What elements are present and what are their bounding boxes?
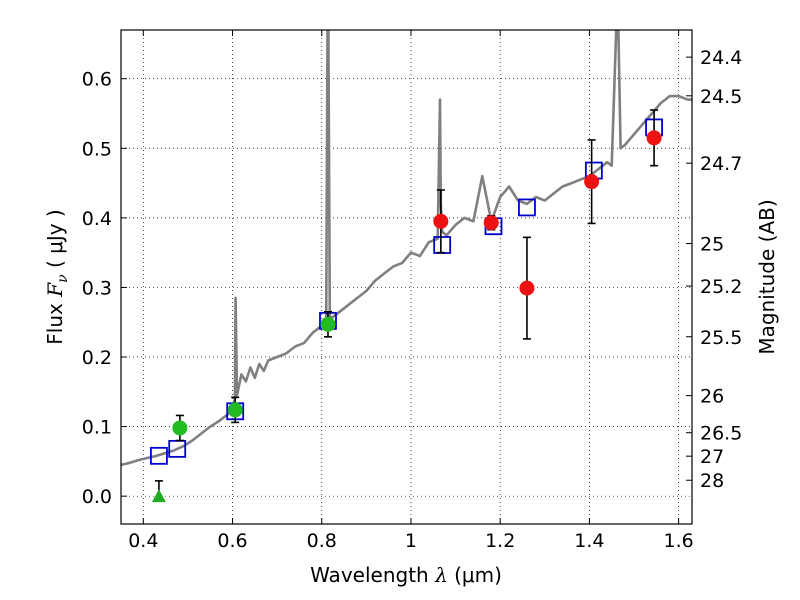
mag-tick-label: 28 bbox=[700, 470, 724, 492]
x-tick-label: 1.6 bbox=[664, 530, 694, 552]
mag-tick-label: 24.5 bbox=[700, 86, 742, 108]
y-tick-label: 0.3 bbox=[82, 277, 112, 299]
observed-red-point bbox=[483, 215, 499, 231]
mag-tick-label: 26.5 bbox=[700, 423, 742, 445]
observed-red-point bbox=[519, 280, 535, 296]
x-tick-label: 0.8 bbox=[307, 530, 337, 552]
observed-green-point bbox=[172, 420, 188, 436]
y-tick-label: 0.6 bbox=[82, 69, 112, 91]
mag-tick-label: 25.5 bbox=[700, 327, 742, 349]
mag-tick-label: 25.2 bbox=[700, 276, 742, 298]
upper-limit-marker bbox=[151, 489, 166, 503]
x-tick-label: 0.4 bbox=[128, 530, 158, 552]
observed-red-point bbox=[646, 130, 662, 146]
y-tick-label: 0.2 bbox=[82, 347, 112, 369]
y2-axis-label: Magnitude (AB) bbox=[755, 199, 779, 354]
y-tick-label: 0.4 bbox=[82, 208, 112, 230]
mag-tick-label: 24.4 bbox=[700, 47, 742, 69]
x-axis-label: Wavelength λ (μm) bbox=[310, 563, 502, 587]
model-square bbox=[518, 198, 536, 217]
mag-tick-label: 26 bbox=[700, 386, 724, 408]
y-tick-label: 0.5 bbox=[82, 138, 112, 160]
observed-green-point bbox=[227, 402, 243, 418]
x-tick-label: 0.6 bbox=[217, 530, 247, 552]
model-square bbox=[150, 446, 168, 465]
mag-tick-label: 27 bbox=[700, 446, 724, 468]
y-axis-label: Flux Fν ( μJy ) bbox=[43, 209, 71, 344]
observed-green-point bbox=[320, 316, 336, 332]
mag-tick-label: 25 bbox=[700, 234, 724, 256]
observed-red-point bbox=[433, 213, 449, 229]
observed-red-point bbox=[584, 174, 600, 190]
axes: 0.4 0.6 0.8 1 1.2 1.4 1.6 0.0 0.1 0.2 0.3 0.4 0.5 0.6… bbox=[82, 30, 742, 552]
x-tick-label: 1.4 bbox=[574, 530, 604, 552]
plot-background bbox=[121, 30, 692, 524]
x-tick-label: 1 bbox=[405, 530, 417, 552]
y-tick-label: 0.1 bbox=[82, 417, 112, 439]
mag-tick-label: 24.7 bbox=[700, 153, 742, 175]
data-layer bbox=[121, 30, 692, 503]
plot-frame bbox=[120, 29, 693, 525]
y-tick-label: 0.0 bbox=[82, 486, 112, 508]
x-tick-label: 1.2 bbox=[485, 530, 515, 552]
